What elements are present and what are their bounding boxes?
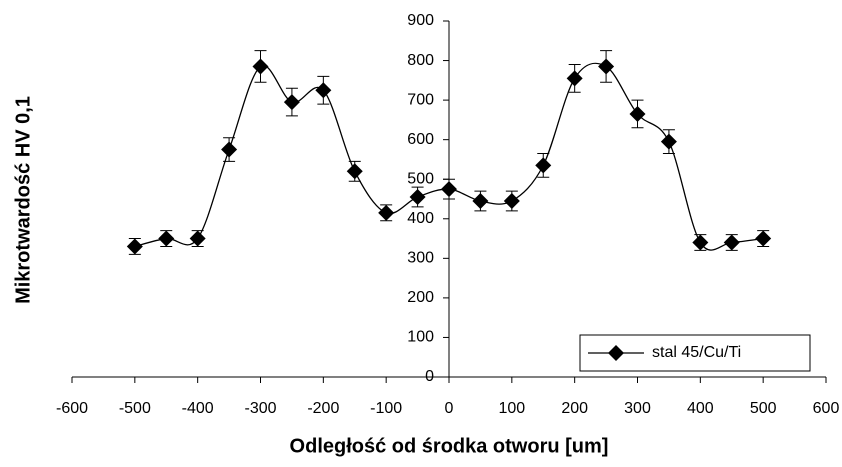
x-tick-label: 0: [445, 400, 454, 417]
x-tick-label: -200: [307, 400, 339, 417]
x-tick-label: 500: [750, 400, 777, 417]
x-tick-label: 200: [561, 400, 588, 417]
marker: [755, 230, 772, 247]
x-tick-label: 400: [687, 400, 714, 417]
y-tick-label: 0: [425, 368, 434, 385]
marker: [221, 141, 238, 158]
x-tick-label: 300: [624, 400, 651, 417]
x-axis-title: Odległość od środka otworu [um]: [290, 435, 609, 457]
marker: [158, 230, 175, 247]
y-tick-label: 100: [407, 329, 434, 346]
marker: [598, 58, 615, 75]
marker: [535, 157, 552, 174]
marker: [566, 70, 583, 87]
x-tick-label: -500: [119, 400, 151, 417]
y-tick-label: 200: [407, 289, 434, 306]
marker: [283, 94, 300, 111]
x-tick-label: -600: [56, 400, 88, 417]
marker: [441, 181, 457, 198]
legend-marker: [608, 345, 624, 361]
marker: [346, 163, 363, 180]
y-tick-label: 400: [407, 210, 434, 227]
y-axis-title: Mikrotwardość HV 0,1: [12, 96, 34, 304]
x-tick-label: -300: [244, 400, 276, 417]
marker: [692, 234, 709, 251]
legend-label: stal 45/Cu/Ti: [652, 344, 741, 361]
marker: [723, 234, 740, 251]
marker: [660, 133, 677, 150]
marker: [126, 238, 143, 255]
x-tick-label: 600: [813, 400, 840, 417]
marker: [189, 230, 206, 247]
y-tick-label: 600: [407, 131, 434, 148]
y-tick-label: 300: [407, 250, 434, 267]
y-tick-label: 800: [407, 52, 434, 69]
x-tick-label: -400: [182, 400, 214, 417]
y-tick-label: 900: [407, 12, 434, 29]
marker: [472, 192, 489, 209]
marker: [252, 58, 269, 75]
marker: [409, 189, 426, 206]
y-tick-label: 700: [407, 91, 434, 108]
marker: [315, 82, 332, 99]
y-tick-label: 500: [407, 170, 434, 187]
marker: [378, 204, 395, 221]
x-tick-label: -100: [370, 400, 402, 417]
marker: [629, 105, 646, 122]
x-tick-label: 100: [498, 400, 525, 417]
marker: [503, 192, 520, 209]
